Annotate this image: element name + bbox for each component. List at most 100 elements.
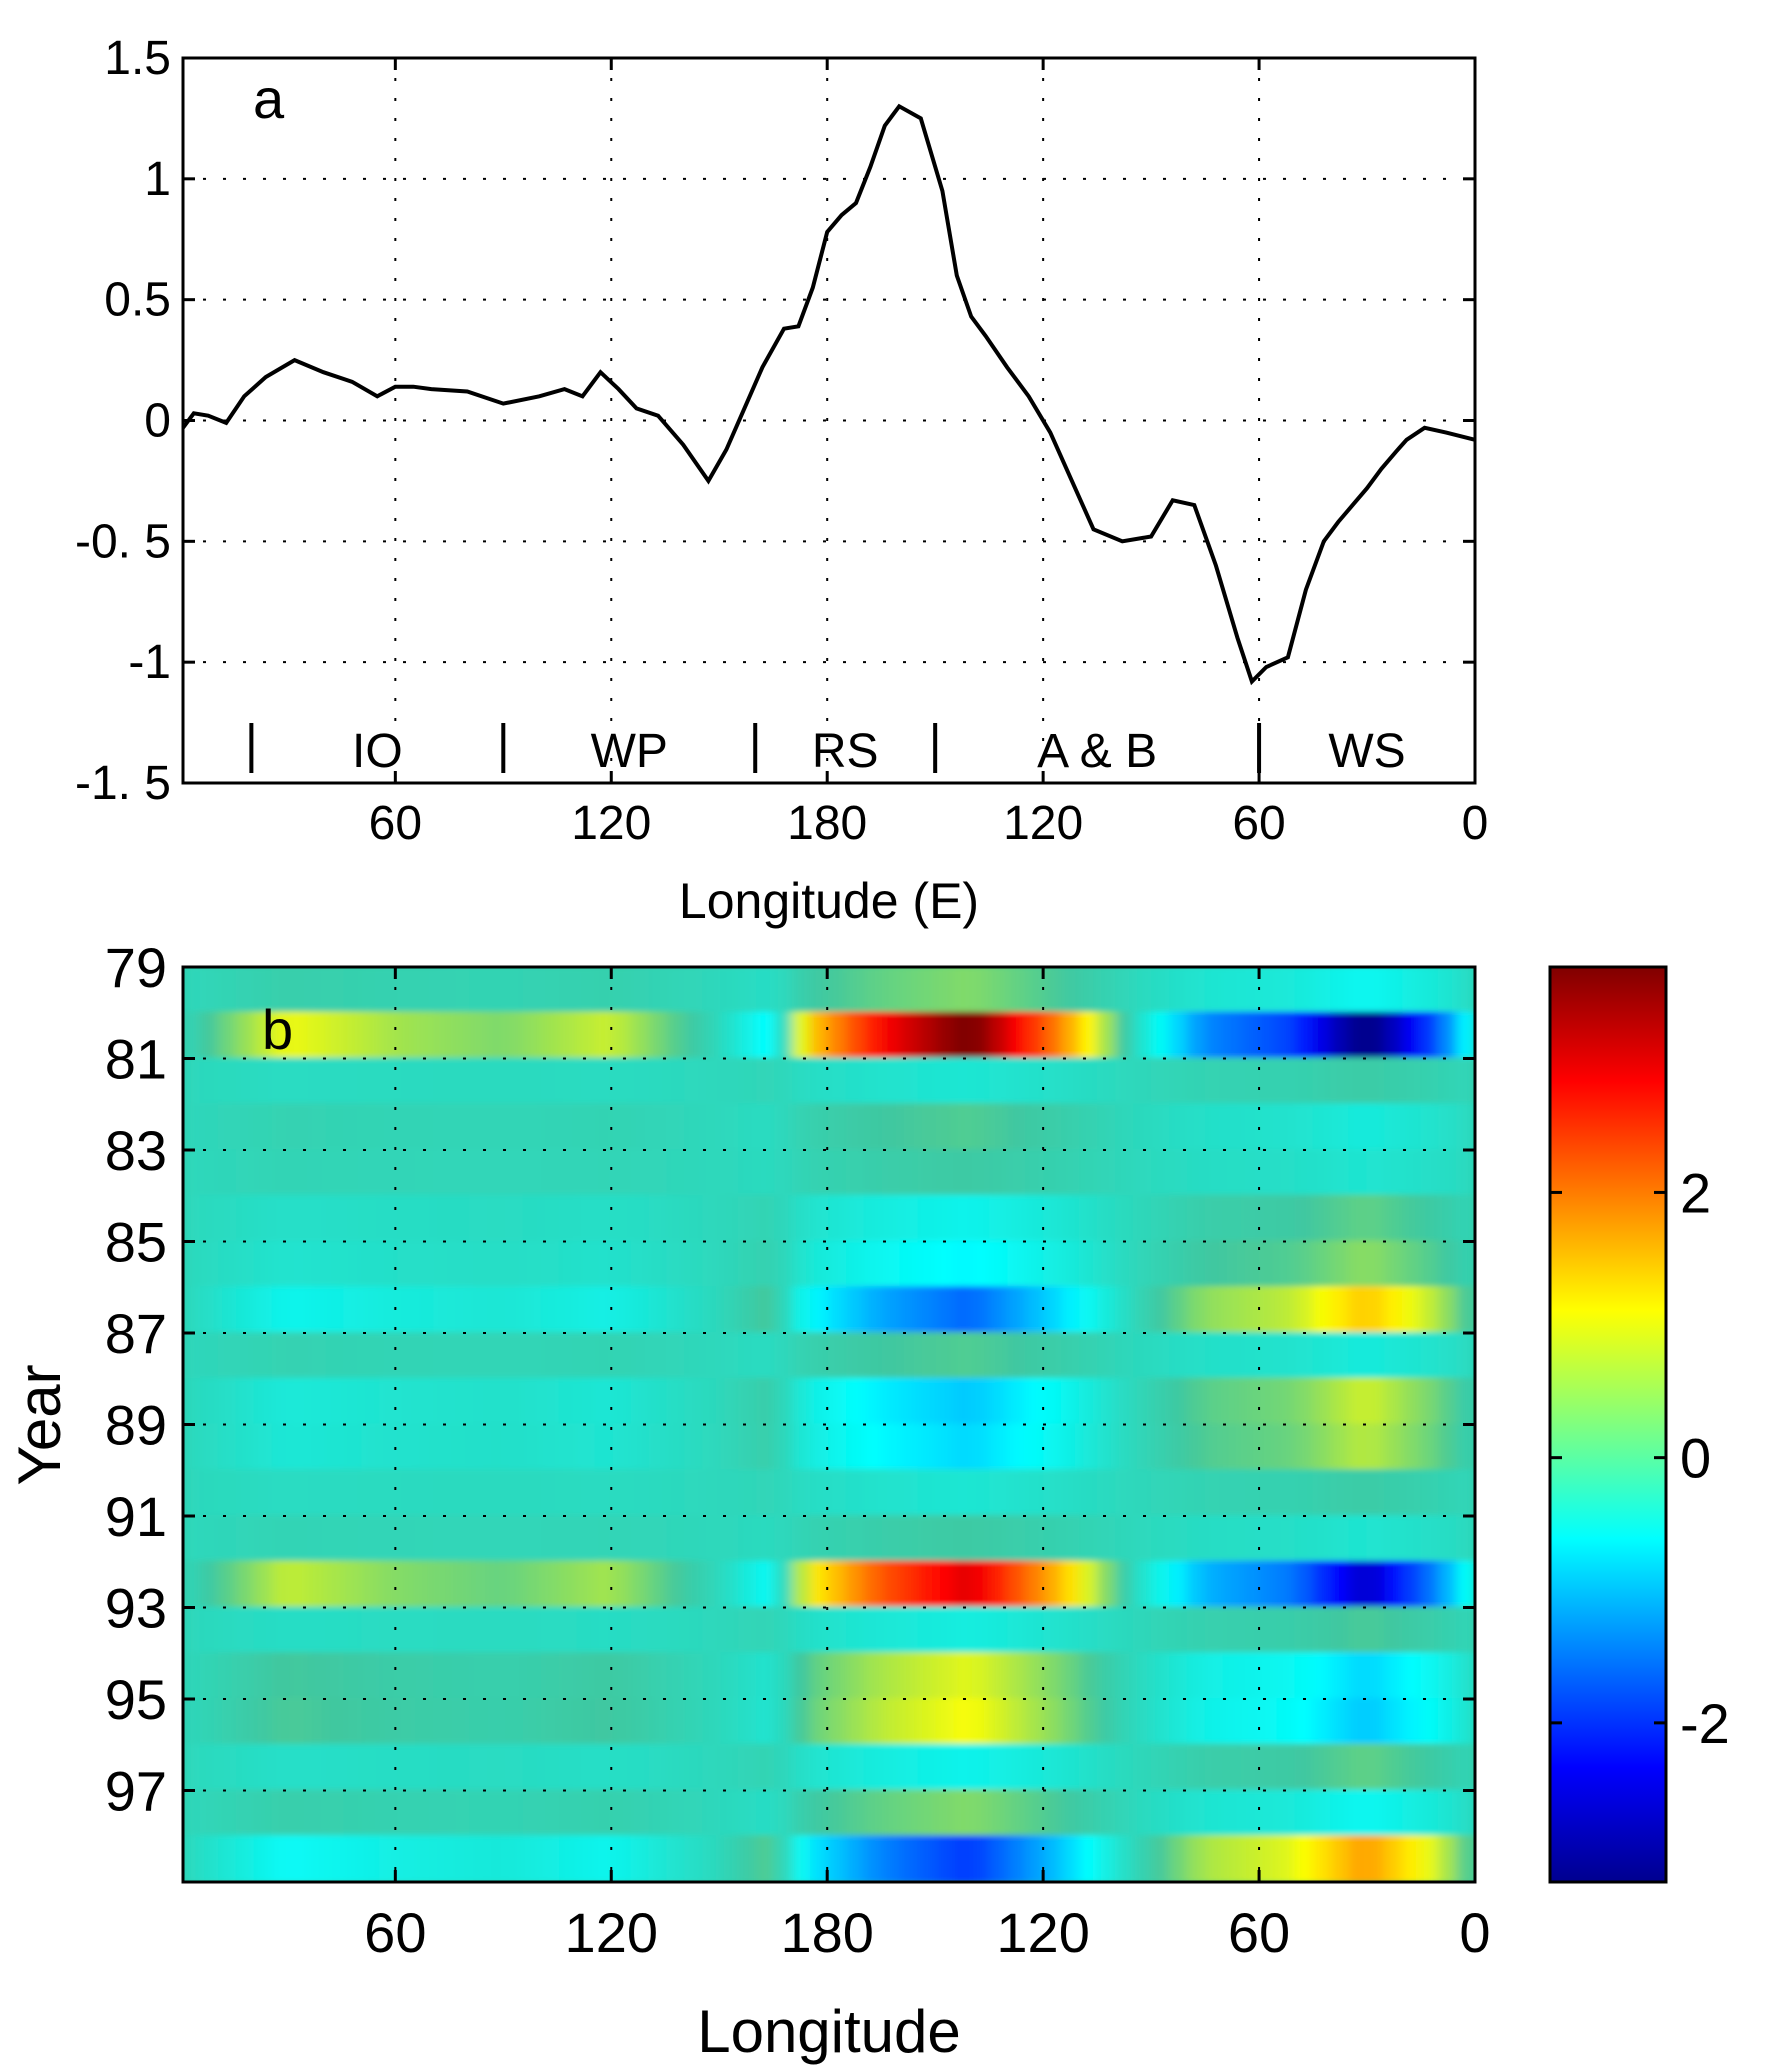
x-tick-label: 0 <box>1462 797 1489 850</box>
heatmap-cell <box>863 1698 884 1746</box>
heatmap-cell <box>1258 1149 1279 1197</box>
heatmap-cell <box>594 1011 615 1060</box>
heatmap-cell <box>845 1194 866 1243</box>
heatmap-cell <box>576 1286 597 1334</box>
heatmap-cell <box>325 1149 346 1197</box>
heatmap-cell <box>756 1469 777 1517</box>
heatmap-cell <box>199 1103 220 1151</box>
heatmap-cell <box>612 1698 633 1746</box>
heatmap-cell <box>433 1194 454 1243</box>
heatmap-cell <box>935 1377 956 1426</box>
heatmap-cell <box>289 1286 310 1334</box>
heatmap-cell <box>1115 1743 1136 1792</box>
heatmap-cell <box>1043 1423 1064 1472</box>
heatmap-cell <box>1438 1194 1459 1243</box>
heatmap-cell <box>899 1149 920 1197</box>
heatmap-cell <box>666 1423 687 1472</box>
heatmap-cell <box>1133 967 1153 1014</box>
heatmap-cell <box>307 1835 328 1882</box>
heatmap-cell <box>415 1606 436 1655</box>
heatmap-cell <box>1330 1652 1351 1700</box>
heatmap-cell <box>1258 1286 1279 1334</box>
heatmap-cell <box>1025 967 1046 1014</box>
heatmap-cell <box>1402 1652 1423 1700</box>
heatmap-cell <box>917 1515 938 1563</box>
heatmap-cell <box>199 1377 220 1426</box>
heatmap-cell <box>1348 1194 1369 1243</box>
heatmap-cell <box>307 1103 328 1151</box>
heatmap-cell <box>935 1835 956 1882</box>
heatmap-cell <box>1079 1423 1100 1472</box>
heatmap-cell <box>702 1789 723 1838</box>
heatmap-cell <box>1384 1240 1405 1289</box>
heatmap-cell <box>361 1698 382 1746</box>
heatmap-cell <box>1043 1789 1064 1838</box>
heatmap-cell <box>953 1743 974 1792</box>
heatmap-cell <box>1258 1194 1279 1243</box>
heatmap-cell <box>451 967 472 1014</box>
heatmap-cell <box>1133 1743 1153 1792</box>
heatmap-cell <box>1133 1789 1153 1838</box>
heatmap-cell <box>1151 1240 1171 1289</box>
heatmap-cell <box>774 1789 795 1838</box>
heatmap-cell <box>1402 1194 1423 1243</box>
heatmap-cell <box>756 1332 777 1380</box>
heatmap-cell <box>935 1011 956 1060</box>
heatmap-cell <box>863 1789 884 1838</box>
heatmap-cell <box>684 1332 705 1380</box>
heatmap-cell <box>971 1423 992 1472</box>
heatmap-cell <box>183 1652 202 1700</box>
heatmap-cell <box>505 967 525 1014</box>
heatmap-cell <box>1151 1652 1171 1700</box>
heatmap-cell <box>738 1011 759 1060</box>
heatmap-cell <box>1294 1240 1315 1289</box>
heatmap-cell <box>1456 1377 1475 1426</box>
heatmap-cell <box>1168 1743 1189 1792</box>
heatmap-cell <box>505 1332 525 1380</box>
heatmap-cell <box>522 1194 543 1243</box>
heatmap-cell <box>540 1789 561 1838</box>
heatmap-cell <box>217 1652 238 1700</box>
heatmap-cell <box>487 1103 507 1151</box>
heatmap-cell <box>1079 1835 1100 1882</box>
heatmap-cell <box>343 1240 364 1289</box>
heatmap-cell <box>666 1789 687 1838</box>
heatmap-cell <box>235 1240 256 1289</box>
heatmap-cell <box>1151 1103 1171 1151</box>
heatmap-cell <box>1079 1789 1100 1838</box>
heatmap-cell <box>1222 967 1243 1014</box>
heatmap-cell <box>1043 1240 1064 1289</box>
heatmap-cell <box>971 1149 992 1197</box>
heatmap-cell <box>1402 1789 1423 1838</box>
heatmap-cell <box>325 1789 346 1838</box>
heatmap-cell <box>612 1103 633 1151</box>
heatmap-cell <box>1115 1469 1136 1517</box>
heatmap-cell <box>235 1377 256 1426</box>
heatmap-cell <box>1456 1240 1475 1289</box>
heatmap-cell <box>953 1194 974 1243</box>
heatmap-cell <box>1204 1606 1225 1655</box>
heatmap-cell <box>1348 1332 1369 1380</box>
heatmap-cell <box>720 1103 741 1151</box>
heatmap-cell <box>756 967 777 1014</box>
heatmap-cell <box>1043 1057 1064 1106</box>
heatmap-cell <box>1222 1698 1243 1746</box>
heatmap-cell <box>1258 1560 1279 1609</box>
heatmap-cell <box>1294 1194 1315 1243</box>
heatmap-cell <box>935 1103 956 1151</box>
heatmap-cell <box>307 1194 328 1243</box>
heatmap-cell <box>1276 1149 1297 1197</box>
heatmap-cell <box>576 1240 597 1289</box>
heatmap-cell <box>558 1377 579 1426</box>
heatmap-cell <box>971 1194 992 1243</box>
heatmap-cell <box>774 1423 795 1472</box>
heatmap-cell <box>1438 1240 1459 1289</box>
y-tick-label: -0. 5 <box>75 515 171 568</box>
heatmap-cell <box>828 1606 848 1655</box>
heatmap-cell <box>1258 1332 1279 1380</box>
heatmap-cell <box>863 1515 884 1563</box>
heatmap-cell <box>289 1057 310 1106</box>
heatmap-cell <box>1330 1515 1351 1563</box>
heatmap-cell <box>1222 1789 1243 1838</box>
heatmap-cell <box>271 1194 292 1243</box>
